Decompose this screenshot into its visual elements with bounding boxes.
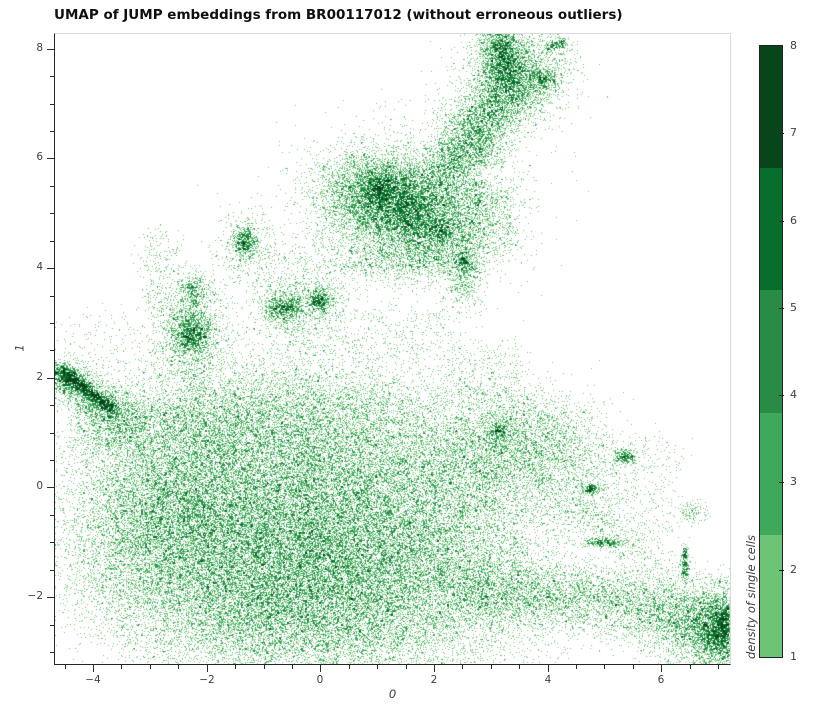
colorbar-tick-label: 5 (790, 301, 797, 314)
y-minor-tick (50, 350, 54, 351)
x-minor-tick (377, 665, 378, 669)
colorbar-band (760, 290, 782, 413)
x-tick-label: 0 (316, 674, 324, 686)
colorbar-tick-label: 3 (790, 475, 797, 488)
colorbar-tick (779, 570, 784, 571)
colorbar-tick-label: 4 (790, 388, 797, 401)
colorbar-tick (779, 482, 784, 483)
y-tick-label: 4 (36, 261, 43, 273)
colorbar-label: density of single cells (744, 534, 758, 659)
y-minor-tick (50, 460, 54, 461)
y-minor-tick (50, 625, 54, 626)
colorbar-tick-label: 1 (790, 650, 797, 663)
y-major-tick (47, 268, 54, 269)
x-minor-tick (604, 665, 605, 669)
colorbar-band (760, 412, 782, 535)
colorbar-band (760, 534, 782, 657)
y-axis-label: 1 (12, 344, 27, 352)
x-minor-tick (121, 665, 122, 669)
x-major-tick (661, 665, 662, 672)
y-major-tick (47, 378, 54, 379)
y-minor-tick (50, 131, 54, 132)
y-minor-tick (50, 241, 54, 242)
x-minor-tick (178, 665, 179, 669)
x-tick-label: −2 (199, 674, 215, 686)
x-tick-label: −4 (85, 674, 101, 686)
x-minor-tick (235, 665, 236, 669)
y-major-tick (47, 597, 54, 598)
y-tick-label: 6 (36, 151, 43, 163)
x-minor-tick (491, 665, 492, 669)
x-minor-tick (462, 665, 463, 669)
y-minor-tick (50, 104, 54, 105)
x-minor-tick (292, 665, 293, 669)
plot-area (54, 33, 731, 665)
y-tick-label: 0 (36, 480, 43, 492)
y-tick-label: 8 (36, 42, 43, 54)
colorbar-band (760, 46, 782, 169)
y-tick-label: −2 (27, 590, 43, 602)
y-minor-tick (50, 652, 54, 653)
colorbar-tick (779, 133, 784, 134)
y-minor-tick (50, 542, 54, 543)
x-minor-tick (406, 665, 407, 669)
x-tick-label: 6 (657, 674, 665, 686)
y-minor-tick (50, 405, 54, 406)
x-minor-tick (65, 665, 66, 669)
y-minor-tick (50, 296, 54, 297)
y-minor-tick (50, 323, 54, 324)
colorbar-tick (779, 395, 784, 396)
x-major-tick (93, 665, 94, 672)
x-minor-tick (150, 665, 151, 669)
x-minor-tick (690, 665, 691, 669)
colorbar-tick-label: 2 (790, 563, 797, 576)
x-major-tick (207, 665, 208, 672)
x-minor-tick (718, 665, 719, 669)
colorbar-tick-label: 7 (790, 126, 797, 139)
y-minor-tick (50, 515, 54, 516)
y-minor-tick (50, 570, 54, 571)
colorbar (759, 45, 783, 658)
x-minor-tick (349, 665, 350, 669)
colorbar-tick (779, 221, 784, 222)
x-major-tick (320, 665, 321, 672)
x-minor-tick (576, 665, 577, 669)
y-major-tick (47, 158, 54, 159)
x-major-tick (548, 665, 549, 672)
x-minor-tick (633, 665, 634, 669)
y-minor-tick (50, 186, 54, 187)
colorbar-tick (779, 308, 784, 309)
x-tick-label: 4 (544, 674, 552, 686)
y-tick-label: 2 (36, 371, 43, 383)
colorbar-tick-label: 8 (790, 39, 797, 52)
y-major-tick (47, 487, 54, 488)
y-minor-tick (50, 76, 54, 77)
page-title: UMAP of JUMP embeddings from BR00117012 … (54, 7, 623, 23)
x-tick-label: 2 (430, 674, 438, 686)
y-minor-tick (50, 213, 54, 214)
y-major-tick (47, 49, 54, 50)
colorbar-tick-label: 6 (790, 214, 797, 227)
x-major-tick (434, 665, 435, 672)
colorbar-band (760, 168, 782, 291)
scatter-canvas (55, 34, 730, 664)
x-minor-tick (264, 665, 265, 669)
x-minor-tick (519, 665, 520, 669)
x-axis-label: 0 (388, 687, 397, 701)
y-minor-tick (50, 433, 54, 434)
